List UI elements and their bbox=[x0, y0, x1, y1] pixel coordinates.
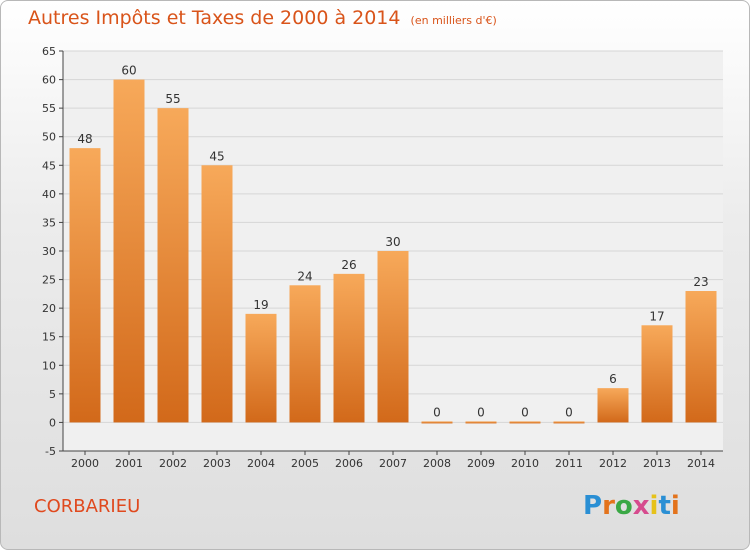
bar-value-label: 19 bbox=[253, 298, 268, 312]
chart-subtitle: (en milliers d'€) bbox=[410, 14, 497, 27]
y-tick-label: 15 bbox=[42, 331, 56, 344]
bar bbox=[201, 165, 233, 423]
y-tick-label: 40 bbox=[42, 188, 56, 201]
bar-value-label: 6 bbox=[609, 372, 617, 386]
bar bbox=[509, 421, 541, 424]
x-tick-label: 2000 bbox=[71, 457, 99, 470]
bar-value-label: 0 bbox=[433, 405, 441, 419]
bar bbox=[377, 251, 409, 423]
x-tick-label: 2002 bbox=[159, 457, 187, 470]
chart-title: Autres Impôts et Taxes de 2000 à 2014 (e… bbox=[28, 7, 497, 29]
logo-letter: r bbox=[602, 491, 615, 521]
x-tick-label: 2014 bbox=[687, 457, 715, 470]
logo-letter: P bbox=[583, 491, 603, 521]
y-tick-label: -5 bbox=[45, 445, 56, 458]
y-tick-label: 55 bbox=[42, 102, 56, 115]
bar bbox=[333, 273, 365, 423]
logo-letter: i bbox=[649, 491, 659, 521]
bar-layer: 48 60 55 45 19 24 26 30 0 0 0 0 6 17 23 bbox=[69, 64, 717, 424]
bar-value-label: 48 bbox=[77, 132, 92, 146]
x-tick-label: 2013 bbox=[643, 457, 671, 470]
y-tick-label: 65 bbox=[42, 45, 56, 58]
x-tick-label: 2001 bbox=[115, 457, 143, 470]
x-tick-label: 2004 bbox=[247, 457, 275, 470]
bar-value-label: 55 bbox=[165, 92, 180, 106]
logo-letter: i bbox=[670, 491, 680, 521]
y-tick-label: 10 bbox=[42, 359, 56, 372]
bar-value-label: 17 bbox=[649, 309, 664, 323]
x-tick-label: 2003 bbox=[203, 457, 231, 470]
y-tick-label: 30 bbox=[42, 245, 56, 258]
y-tick-label: 50 bbox=[42, 131, 56, 144]
x-tick-label: 2005 bbox=[291, 457, 319, 470]
bar-value-label: 0 bbox=[521, 405, 529, 419]
x-tick-label: 2010 bbox=[511, 457, 539, 470]
bar bbox=[289, 285, 321, 423]
place-name: CORBARIEU bbox=[34, 496, 141, 517]
bar bbox=[69, 148, 101, 423]
logo-letter: x bbox=[632, 491, 650, 521]
logo-letter: t bbox=[658, 491, 671, 521]
logo-letter: o bbox=[614, 491, 633, 521]
bar bbox=[245, 313, 277, 423]
proxiti-logo[interactable]: Proxiti bbox=[583, 491, 680, 521]
x-tick-label: 2006 bbox=[335, 457, 363, 470]
bar bbox=[553, 421, 585, 424]
y-tick-label: 25 bbox=[42, 274, 56, 287]
bar-value-label: 24 bbox=[297, 269, 312, 283]
y-tick-label: 5 bbox=[49, 388, 56, 401]
x-tick-label: 2007 bbox=[379, 457, 407, 470]
bar-value-label: 30 bbox=[385, 235, 400, 249]
bar bbox=[113, 79, 145, 423]
x-tick-label: 2008 bbox=[423, 457, 451, 470]
y-tick-label: 20 bbox=[42, 302, 56, 315]
bar-value-label: 45 bbox=[209, 149, 224, 163]
bar bbox=[421, 421, 453, 424]
bar-value-label: 0 bbox=[477, 405, 485, 419]
bar bbox=[641, 325, 673, 423]
bar-value-label: 26 bbox=[341, 258, 356, 272]
bar-value-label: 23 bbox=[693, 275, 708, 289]
bar bbox=[157, 108, 189, 423]
y-tick-label: 35 bbox=[42, 216, 56, 229]
x-tick-label: 2009 bbox=[467, 457, 495, 470]
bar bbox=[465, 421, 497, 424]
x-tick-label: 2012 bbox=[599, 457, 627, 470]
bar-value-label: 60 bbox=[121, 64, 136, 78]
y-tick-label: 45 bbox=[42, 159, 56, 172]
y-tick-label: 60 bbox=[42, 74, 56, 87]
x-tick-label: 2011 bbox=[555, 457, 583, 470]
y-tick-label: 0 bbox=[49, 416, 56, 429]
bar-value-label: 0 bbox=[565, 405, 573, 419]
chart-title-text: Autres Impôts et Taxes de 2000 à 2014 bbox=[28, 7, 401, 29]
bar bbox=[597, 388, 629, 423]
bar bbox=[685, 291, 717, 423]
